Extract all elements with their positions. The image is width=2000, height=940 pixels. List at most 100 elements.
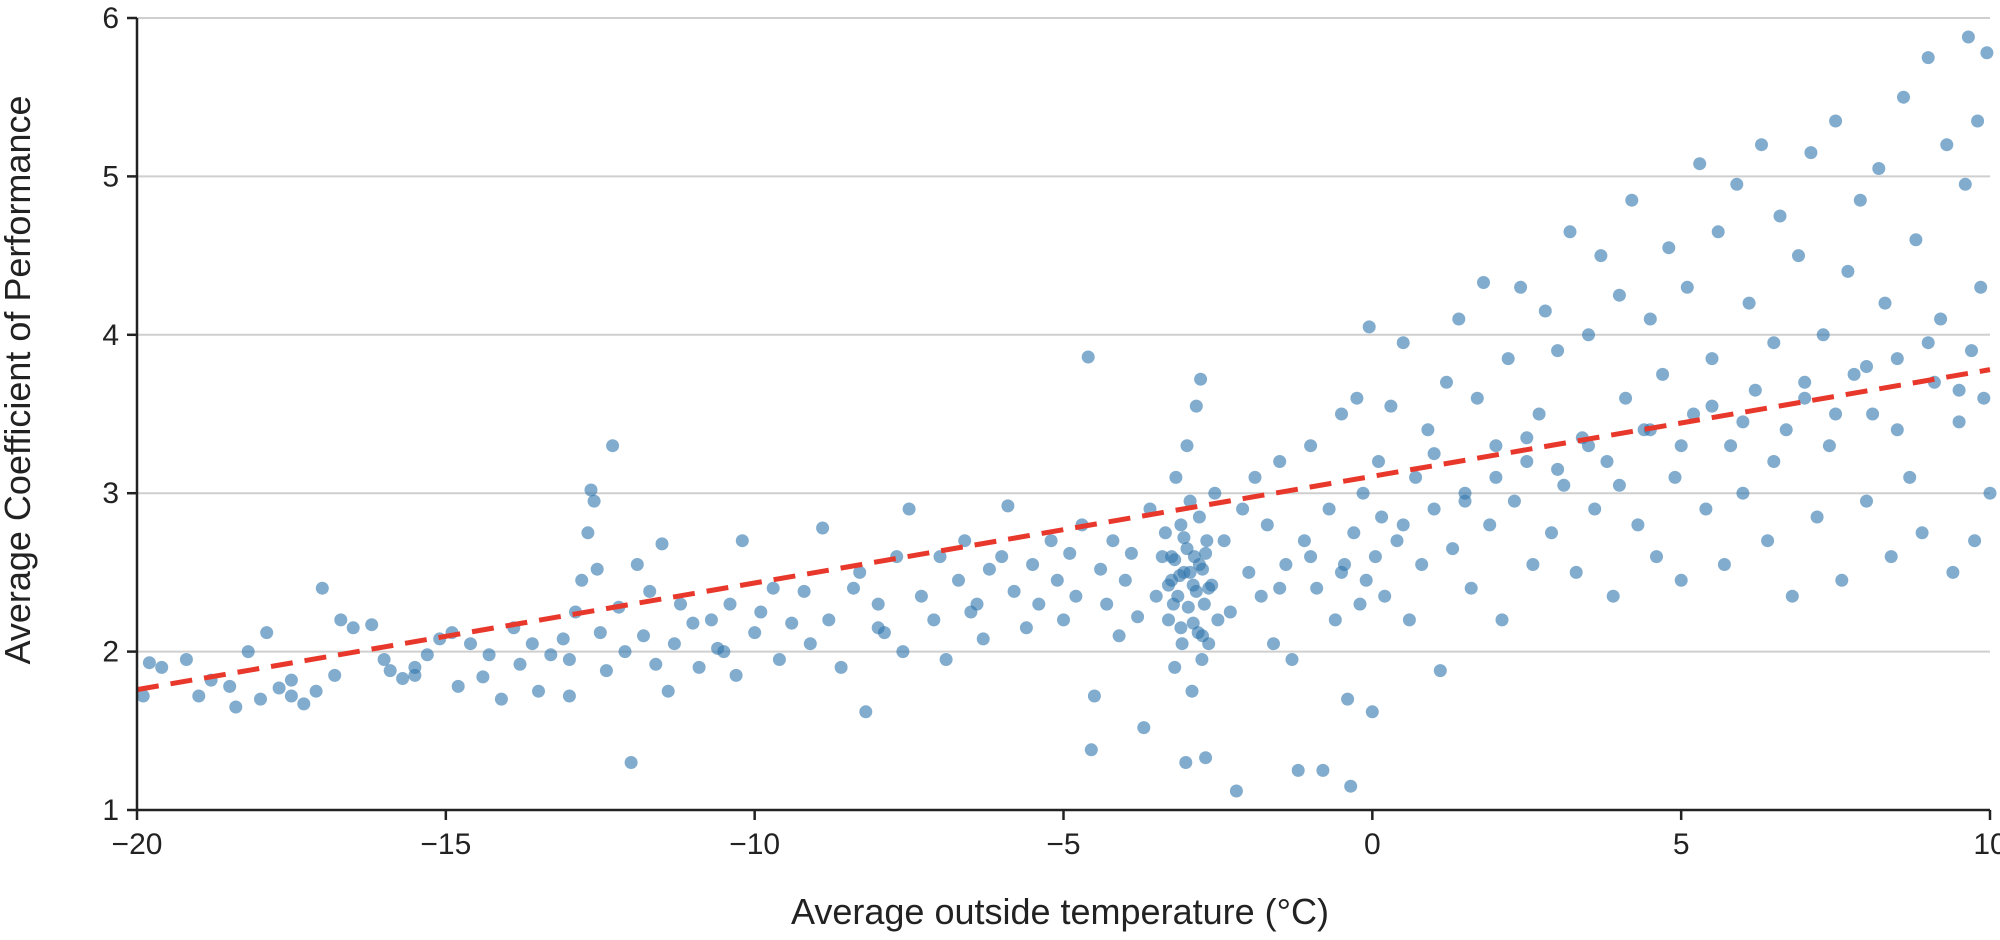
data-point: [1847, 367, 1861, 381]
data-point: [1650, 550, 1663, 564]
data-point: [525, 637, 539, 651]
data-point: [532, 684, 545, 698]
data-point: [1810, 510, 1824, 524]
data-point: [142, 656, 156, 670]
data-point: [1804, 146, 1818, 160]
data-point: [1940, 138, 1954, 152]
data-point: [902, 502, 916, 516]
data-point: [1507, 494, 1521, 508]
data-point: [1279, 558, 1293, 571]
data-point: [1356, 486, 1370, 500]
x-tick-label: −10: [729, 828, 780, 861]
data-point: [1267, 637, 1280, 651]
data-point: [1779, 423, 1793, 437]
data-point: [1137, 721, 1151, 735]
data-point: [1662, 241, 1676, 255]
x-tick-label: −5: [1046, 828, 1080, 861]
data-point: [1365, 705, 1379, 719]
data-point: [1921, 336, 1935, 350]
data-point: [853, 565, 867, 579]
data-point: [735, 534, 749, 548]
data-point: [1197, 597, 1211, 611]
data-point: [1195, 653, 1209, 666]
data-point: [1350, 391, 1364, 405]
data-point: [1199, 751, 1213, 765]
data-point: [1291, 763, 1305, 777]
x-tick-label: −20: [112, 828, 163, 861]
data-point: [1368, 550, 1382, 564]
data-point: [1112, 629, 1126, 643]
tick-labels: −20 −15 −10 −5 0 5 10 1 2 3 4 5 6: [102, 2, 2000, 861]
data-point: [1866, 407, 1880, 421]
data-point: [1044, 534, 1058, 548]
data-point: [1853, 193, 1867, 207]
data-point: [1353, 597, 1367, 611]
data-point: [952, 573, 965, 587]
data-point: [562, 653, 576, 666]
y-tick-label: 4: [102, 319, 119, 352]
data-point: [365, 618, 379, 632]
data-point: [1687, 407, 1700, 421]
data-point: [1582, 439, 1595, 453]
grid-lines: [137, 17, 1990, 653]
data-point: [1032, 597, 1046, 611]
data-point: [661, 684, 675, 698]
data-point: [1477, 276, 1490, 289]
data-point: [1175, 637, 1189, 651]
data-point: [1860, 360, 1873, 373]
data-point: [476, 670, 490, 684]
data-point: [976, 632, 990, 646]
data-point: [1189, 584, 1203, 598]
data-point: [927, 613, 941, 627]
data-point: [1526, 558, 1540, 571]
data-point: [914, 589, 928, 603]
data-point: [1131, 610, 1145, 624]
data-point: [896, 645, 910, 659]
data-point: [1192, 510, 1206, 524]
data-point: [871, 621, 885, 635]
data-point: [587, 494, 601, 508]
data-point: [136, 689, 150, 703]
data-point: [1390, 534, 1404, 548]
data-point: [1551, 344, 1565, 358]
data-point: [408, 668, 422, 682]
y-tick-label: 3: [102, 477, 119, 510]
y-tick-label: 6: [102, 2, 119, 35]
data-point: [328, 668, 342, 682]
data-point: [1588, 502, 1602, 516]
data-point: [1375, 510, 1389, 524]
data-point: [581, 526, 595, 540]
data-point: [754, 605, 768, 619]
data-point: [1057, 613, 1070, 627]
data-point: [1100, 597, 1114, 611]
data-point: [1087, 689, 1101, 703]
data-point: [1816, 328, 1830, 342]
x-tick-label: −15: [420, 828, 471, 861]
data-point: [630, 558, 644, 571]
data-point: [599, 664, 613, 678]
data-point: [1180, 439, 1194, 453]
data-point: [1952, 383, 1966, 397]
data-point: [729, 668, 743, 682]
data-point: [1384, 399, 1398, 413]
data-point: [1229, 784, 1243, 798]
data-point: [1118, 573, 1132, 587]
data-point: [1199, 546, 1213, 560]
data-point: [1971, 114, 1985, 128]
data-point: [1242, 565, 1256, 579]
data-point: [1168, 660, 1182, 674]
data-point: [1236, 502, 1250, 516]
data-point: [1019, 621, 1033, 635]
data-point: [1200, 534, 1214, 548]
data-point: [254, 692, 267, 706]
data-point: [1165, 550, 1179, 564]
data-point: [556, 632, 570, 646]
data-point: [1563, 225, 1577, 239]
data-point: [494, 692, 508, 706]
data-point: [1514, 280, 1528, 294]
data-point: [593, 626, 607, 640]
data-point: [1433, 664, 1447, 678]
data-point: [1897, 90, 1910, 104]
data-point: [272, 681, 286, 695]
